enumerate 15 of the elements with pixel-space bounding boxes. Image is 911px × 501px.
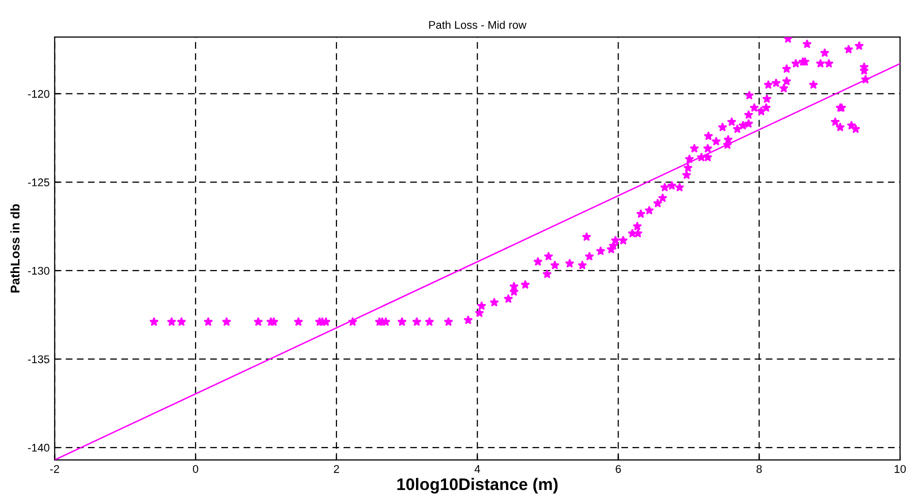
x-tick-label: 8 [756, 465, 762, 473]
x-tick-label: -2 [50, 465, 60, 473]
y-tick-label: -135 [28, 355, 50, 364]
chart-title: Path Loss - Mid row [429, 20, 526, 29]
x-tick-label: 4 [474, 465, 480, 473]
x-tick-label: 2 [334, 465, 339, 473]
y-tick-label: -120 [28, 90, 50, 98]
y-tick-label: -140 [28, 444, 50, 452]
x-tick-label: 10 [894, 465, 906, 473]
y-tick-label: -130 [28, 266, 50, 275]
x-axis-title: 10log10Distance (m) [397, 478, 558, 494]
y-tick-label: -125 [28, 178, 50, 186]
x-tick-label: 6 [616, 465, 621, 473]
x-tick-label: 0 [192, 465, 198, 473]
y-axis-title: PathLoss in db [10, 204, 20, 292]
